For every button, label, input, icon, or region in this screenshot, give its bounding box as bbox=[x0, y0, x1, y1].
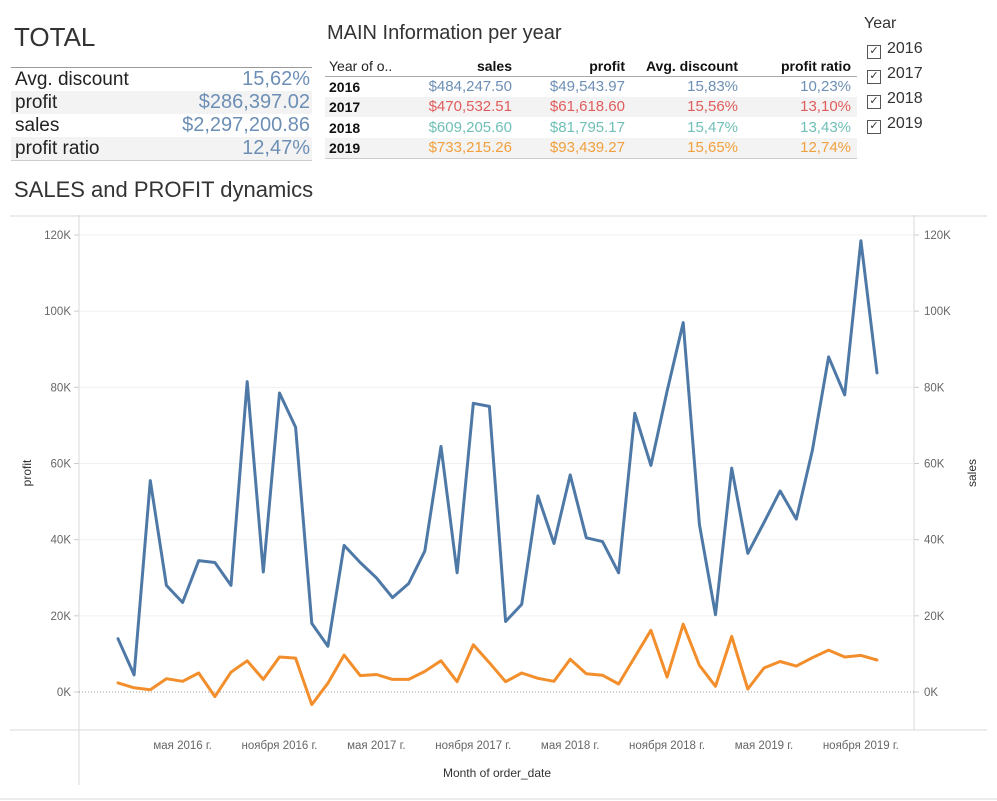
x-tick-label: ноября 2019 г. bbox=[823, 740, 899, 752]
year-filter-item-2017[interactable]: ✓ 2017 bbox=[867, 65, 923, 84]
profit-series-line bbox=[116, 622, 879, 707]
total-label: profit bbox=[15, 92, 58, 113]
y-axis-left-title: profit bbox=[20, 459, 34, 486]
x-tick-label: мая 2018 г. bbox=[541, 740, 600, 752]
sales-profit-line-chart: 0K 20K 40K 60K 80K 100K 120K 0K 20K 40K 60K 80K 100… bbox=[0, 215, 997, 800]
row-profit: $93,439.27 bbox=[549, 139, 625, 156]
row-year: 2018 bbox=[329, 120, 361, 136]
row-ratio: 10,23% bbox=[800, 78, 851, 95]
row-ratio: 13,10% bbox=[800, 98, 851, 115]
checkbox-icon[interactable]: ✓ bbox=[867, 120, 881, 134]
row-ratio: 13,43% bbox=[800, 119, 851, 136]
x-tick-label: ноября 2017 г. bbox=[435, 740, 511, 752]
row-year: 2019 bbox=[329, 140, 361, 156]
x-tick-label: мая 2016 г. bbox=[153, 740, 212, 752]
year-filter-title: Year bbox=[864, 15, 897, 32]
y-tick-label-right: 120K bbox=[924, 230, 951, 242]
y-tick-label-left: 120K bbox=[44, 230, 71, 242]
y-tick-label-right: 100K bbox=[924, 306, 951, 318]
table-header: Year of o.. sales profit Avg. discount p… bbox=[325, 56, 857, 77]
year-filter-label: 2017 bbox=[887, 65, 923, 82]
year-filter-item-2019[interactable]: ✓ 2019 bbox=[867, 115, 923, 134]
header-year[interactable]: Year of o.. bbox=[329, 58, 393, 74]
year-filter-item-2018[interactable]: ✓ 2018 bbox=[867, 90, 923, 109]
total-row-profit: profit $286,397.02 bbox=[11, 91, 312, 114]
total-value: $2,297,200.86 bbox=[182, 114, 310, 136]
row-sales: $484,247.50 bbox=[428, 78, 512, 95]
row-profit: $81,795.17 bbox=[549, 119, 625, 136]
row-sales: $609,205.60 bbox=[428, 119, 512, 136]
checkbox-icon[interactable]: ✓ bbox=[867, 45, 881, 59]
table-row: 2017 $470,532.51 $61,618.60 15,56% 13,10… bbox=[325, 97, 857, 117]
y-axis-right-title: sales bbox=[965, 459, 979, 487]
row-profit: $49,543.97 bbox=[549, 78, 625, 95]
year-filter-label: 2018 bbox=[887, 90, 923, 107]
x-tick-label: мая 2019 г. bbox=[735, 740, 794, 752]
y-tick-label-left: 100K bbox=[44, 306, 71, 318]
y-tick-label-left: 80K bbox=[51, 382, 72, 394]
header-ratio[interactable]: profit ratio bbox=[781, 58, 851, 74]
table-row: 2018 $609,205.60 $81,795.17 15,47% 13,43… bbox=[325, 118, 857, 138]
total-row-sales: sales $2,297,200.86 bbox=[11, 114, 312, 137]
row-sales: $733,215.26 bbox=[428, 139, 512, 156]
y-tick-label-right: 20K bbox=[924, 611, 945, 623]
total-value: 12,47% bbox=[242, 137, 310, 159]
x-axis-title: Month of order_date bbox=[443, 766, 551, 780]
header-profit[interactable]: profit bbox=[589, 58, 625, 74]
row-discount: 15,83% bbox=[687, 78, 738, 95]
year-filter-label: 2016 bbox=[887, 40, 923, 57]
y-tick-label-right: 80K bbox=[924, 382, 945, 394]
total-value: 15,62% bbox=[242, 68, 310, 90]
row-discount: 15,56% bbox=[687, 98, 738, 115]
total-label: profit ratio bbox=[15, 138, 100, 159]
total-value: $286,397.02 bbox=[198, 91, 310, 113]
y-tick-label-left: 0K bbox=[57, 687, 71, 699]
y-tick-label-left: 40K bbox=[51, 535, 72, 547]
header-sales[interactable]: sales bbox=[476, 58, 512, 74]
row-year: 2017 bbox=[329, 99, 361, 115]
y-tick-label-left: 60K bbox=[51, 459, 72, 471]
main-info-title: MAIN Information per year bbox=[327, 22, 562, 44]
y-tick-label-right: 0K bbox=[924, 687, 938, 699]
row-profit: $61,618.60 bbox=[549, 98, 625, 115]
row-sales: $470,532.51 bbox=[428, 98, 512, 115]
year-filter-item-2016[interactable]: ✓ 2016 bbox=[867, 40, 923, 59]
chart-title: SALES and PROFIT dynamics bbox=[14, 177, 314, 202]
sales-series-line bbox=[116, 239, 879, 677]
table-row: 2019 $733,215.26 $93,439.27 15,65% 12,74… bbox=[325, 138, 857, 159]
total-label: Avg. discount bbox=[15, 69, 129, 90]
total-title: TOTAL bbox=[14, 22, 96, 52]
checkbox-icon[interactable]: ✓ bbox=[867, 70, 881, 84]
x-tick-label: ноября 2018 г. bbox=[629, 740, 705, 752]
row-ratio: 12,74% bbox=[800, 139, 851, 156]
table-row: 2016 $484,247.50 $49,543.97 15,83% 10,23… bbox=[325, 77, 857, 97]
total-row-profit-ratio: profit ratio 12,47% bbox=[11, 137, 312, 161]
y-tick-label-left: 20K bbox=[51, 611, 72, 623]
x-tick-label: ноября 2016 г. bbox=[241, 740, 317, 752]
row-year: 2016 bbox=[329, 79, 361, 95]
checkbox-icon[interactable]: ✓ bbox=[867, 95, 881, 109]
row-discount: 15,65% bbox=[687, 139, 738, 156]
total-label: sales bbox=[15, 115, 60, 136]
row-discount: 15,47% bbox=[687, 119, 738, 136]
y-tick-label-right: 60K bbox=[924, 459, 945, 471]
y-tick-label-right: 40K bbox=[924, 535, 945, 547]
year-filter-label: 2019 bbox=[887, 115, 923, 132]
header-discount[interactable]: Avg. discount bbox=[645, 58, 738, 74]
total-row-avg-discount: Avg. discount 15,62% bbox=[11, 67, 312, 91]
x-tick-label: мая 2017 г. bbox=[347, 740, 406, 752]
